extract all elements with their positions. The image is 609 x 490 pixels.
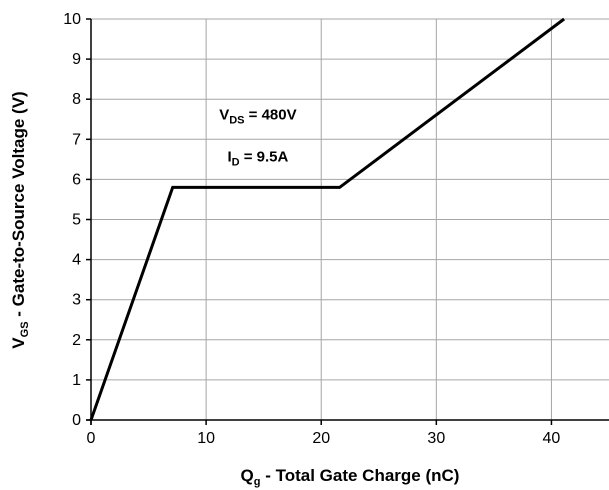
- series-group: [89, 17, 566, 421]
- y-tick-label: 3: [72, 292, 81, 309]
- y-tick-label: 1: [72, 372, 81, 389]
- y-tick-label: 4: [72, 252, 81, 269]
- x-tick-label: 0: [87, 430, 96, 447]
- annotation-vds: VDS = 480V: [219, 106, 296, 126]
- y-tick-label: 0: [72, 412, 81, 429]
- annotations: VDS = 480V ID = 9.5A: [219, 106, 296, 168]
- y-tick-label: 9: [72, 51, 81, 68]
- y-tick-label: 2: [72, 332, 81, 349]
- x-tick-label: 20: [312, 430, 330, 447]
- x-tick-label: 10: [197, 430, 215, 447]
- y-tick-label: 7: [72, 131, 81, 148]
- axes: [86, 18, 609, 425]
- gate-charge-series-line: [89, 17, 566, 421]
- x-axis-label: Qg - Total Gate Charge (nC): [241, 466, 460, 488]
- x-tick-label: 30: [427, 430, 445, 447]
- y-tick-label: 5: [72, 212, 81, 229]
- y-tick-label: 8: [72, 91, 81, 108]
- y-tick-label: 10: [63, 11, 81, 28]
- annotation-id: ID = 9.5A: [227, 148, 288, 168]
- y-axis-label: VGS - Gate-to-Source Voltage (V): [9, 91, 31, 348]
- x-tick-label: 40: [543, 430, 561, 447]
- y-tick-label: 6: [72, 171, 81, 188]
- tick-labels: 0 1 2 3 4 5 6 7 8 9 10 0 10 20 30 40: [63, 11, 560, 447]
